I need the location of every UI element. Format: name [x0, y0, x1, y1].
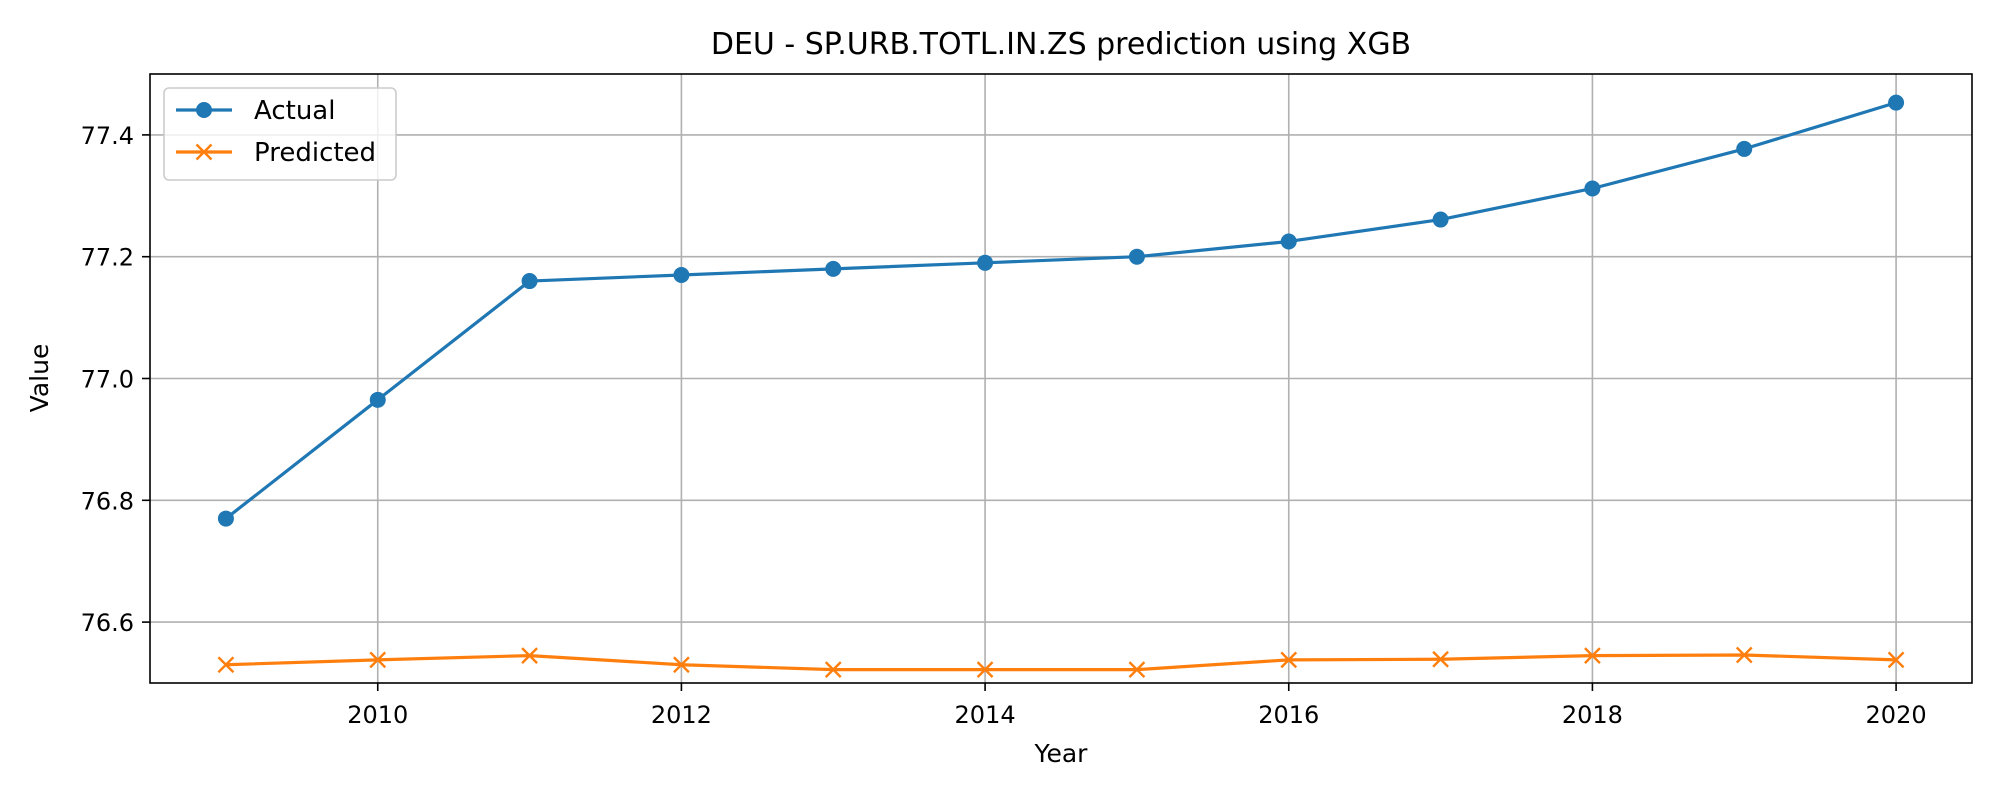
actual-series	[217, 94, 1905, 527]
x-tick-label: 2012	[651, 701, 712, 729]
predicted-point	[1128, 661, 1146, 678]
predicted-point	[824, 661, 842, 678]
ticks: 2010 2012 2014 2016 2018 2020 76.6 76.8 77.0 77.2…	[81, 122, 1927, 729]
y-tick-label: 77.0	[81, 366, 134, 394]
predicted-point	[1584, 647, 1601, 664]
predicted-point	[976, 661, 994, 678]
y-axis-label: Value	[25, 344, 54, 413]
predicted-point	[369, 651, 387, 669]
actual-point	[1888, 94, 1905, 111]
legend-marker-predicted	[195, 143, 213, 161]
actual-point	[1128, 248, 1145, 265]
actual-point	[1432, 211, 1449, 228]
actual-point	[1736, 140, 1753, 157]
y-tick-label: 76.8	[81, 487, 134, 515]
predicted-point	[1735, 646, 1753, 664]
x-tick-label: 2020	[1866, 701, 1927, 729]
chart-title: DEU - SP.URB.TOTL.IN.ZS prediction using…	[711, 27, 1411, 62]
legend-marker-actual	[196, 102, 212, 118]
grid	[150, 74, 1972, 683]
predicted-series	[217, 646, 1905, 678]
x-tick-label: 2016	[1258, 701, 1319, 729]
legend-label-actual: Actual	[254, 96, 335, 126]
actual-point	[369, 391, 386, 408]
y-tick-label: 76.6	[81, 609, 134, 637]
predicted-point	[1280, 651, 1298, 669]
actual-point	[673, 266, 690, 283]
predicted-point	[673, 656, 690, 674]
legend: Actual Predicted	[163, 87, 397, 181]
x-tick-label: 2018	[1562, 701, 1623, 729]
actual-point	[1280, 233, 1297, 250]
predicted-point	[521, 647, 538, 664]
actual-line	[224, 101, 1897, 520]
series-layer	[217, 94, 1905, 678]
actual-point	[521, 273, 538, 290]
legend-label-predicted: Predicted	[254, 138, 376, 168]
predicted-point	[217, 656, 235, 674]
y-tick-label: 77.2	[81, 244, 134, 272]
x-tick-label: 2010	[347, 701, 408, 729]
actual-point	[1584, 180, 1601, 197]
actual-point	[217, 510, 234, 527]
x-axis-label: Year	[1034, 739, 1089, 768]
actual-point	[825, 260, 842, 277]
actual-point	[977, 254, 994, 271]
x-tick-label: 2014	[955, 701, 1016, 729]
predicted-line	[225, 653, 1897, 672]
y-tick-label: 77.4	[81, 122, 134, 150]
predicted-point	[1432, 650, 1449, 668]
predicted-point	[1887, 651, 1905, 669]
